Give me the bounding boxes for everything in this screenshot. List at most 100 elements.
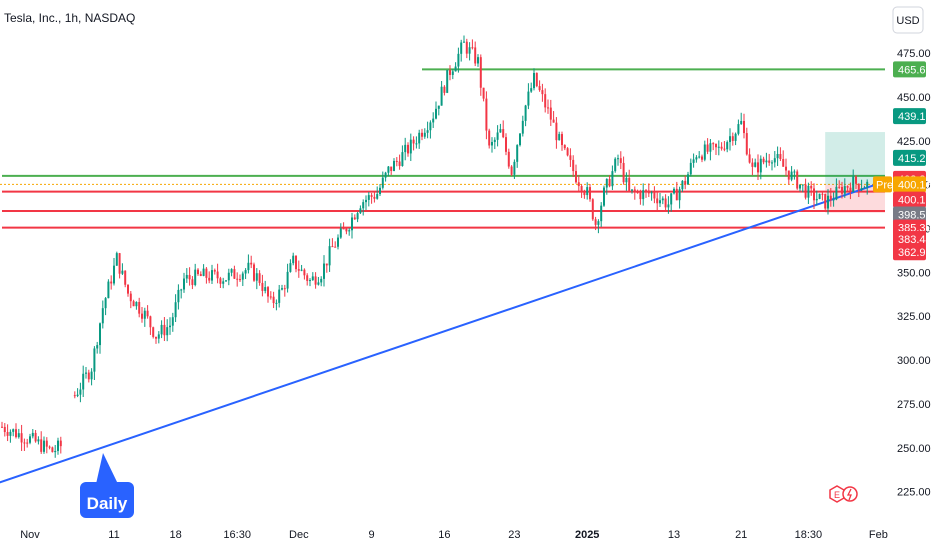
dividends-icon[interactable] [842,486,858,502]
candle-body [85,372,87,374]
candle-body [309,280,311,282]
candle-body [323,263,325,279]
candle-body [689,162,692,175]
x-axis-ticks: Nov 11 18 16:30 Dec 9 16 23 2025 13 21 18:30 Feb [20,529,888,541]
candle-body [104,298,107,309]
candle-body [622,162,625,183]
x-tick-label: 16:30 [223,529,251,541]
candle-body [404,144,407,153]
candle-body [729,136,731,143]
candle-body [513,161,516,175]
candle-body [213,270,216,272]
candle-body [367,195,370,200]
candle-body [810,185,813,189]
candle-body [737,124,740,134]
candle-body [216,271,219,279]
candle-body [180,289,183,291]
candle-body [751,162,754,167]
candle-body [157,334,160,339]
candle-body [76,394,79,396]
candle-body [561,134,563,146]
trendline-line[interactable] [0,183,876,487]
candle-body [1,426,3,428]
y-tick-label: 225.00 [897,487,931,499]
y-axis-ticks: 225.00250.00275.00300.00325.00350.00375.… [897,48,931,499]
candle-body [740,120,743,125]
currency-button[interactable]: USD [892,6,924,34]
candle-body [667,204,670,208]
candle-body [454,66,457,72]
long-position-tool[interactable] [825,132,887,213]
candle-body [773,158,776,163]
candle-body [40,439,43,452]
candle-body [818,193,821,199]
candle-body [155,336,157,339]
candle-body [429,122,432,131]
candle-body [734,133,737,141]
candle-body [141,313,143,319]
candle-body [6,432,9,436]
candle-body [211,270,213,281]
candle-body [230,269,233,273]
candle-body [726,142,729,150]
candle-body [121,270,124,274]
candle-body [205,268,208,278]
candle-body [799,184,801,189]
candle-body [673,188,675,194]
candle-body [625,177,628,183]
candle-body [608,178,611,187]
daily-callout: Daily [80,453,134,518]
price-axis[interactable] [885,0,932,550]
candle-body [261,282,264,291]
candle-body [510,166,513,175]
earnings-icons[interactable]: E [829,485,858,503]
candle-body [748,154,751,163]
candle-body [807,185,810,198]
candle-body [544,94,547,108]
candle-body [138,302,141,314]
candle-body [698,156,701,158]
candle-body [491,141,493,146]
callout-text: Daily [87,494,128,513]
candle-body [359,208,362,214]
candle-body [631,189,633,191]
candle-body [12,429,15,432]
candle-body [437,105,440,109]
earnings-letter: E [834,490,840,500]
price-label-text: 400.16 [898,179,932,191]
candle-body [362,202,365,209]
trendline[interactable] [0,183,876,487]
candle-body [395,160,398,162]
candle-body [813,188,815,201]
time-axis[interactable] [0,518,885,550]
candle-body [709,143,712,152]
candle-body [841,186,843,194]
candle-body [96,345,99,349]
candle-body [9,431,12,436]
y-tick-label: 300.00 [897,355,931,367]
candle-body [197,269,199,275]
candle-body [339,228,342,238]
candle-body [306,275,309,281]
candle-body [449,70,451,75]
candle-body [479,57,482,88]
candle-body [650,192,653,194]
candle-body [530,88,533,92]
candle-body [829,195,832,201]
candle-body [717,146,720,148]
candle-body [370,195,373,197]
candle-body [642,190,645,200]
candle-body [468,47,471,54]
candle-body [311,276,314,281]
price-label-text: 400.16 [898,195,932,207]
candle-body [566,148,569,156]
candle-body [334,246,337,248]
candle-body [415,143,418,145]
candle-body [639,192,642,200]
price-label: 465.69 [893,61,932,78]
y-tick-label: 475.00 [897,48,931,60]
candle-body [827,195,829,209]
candle-body [267,287,269,297]
